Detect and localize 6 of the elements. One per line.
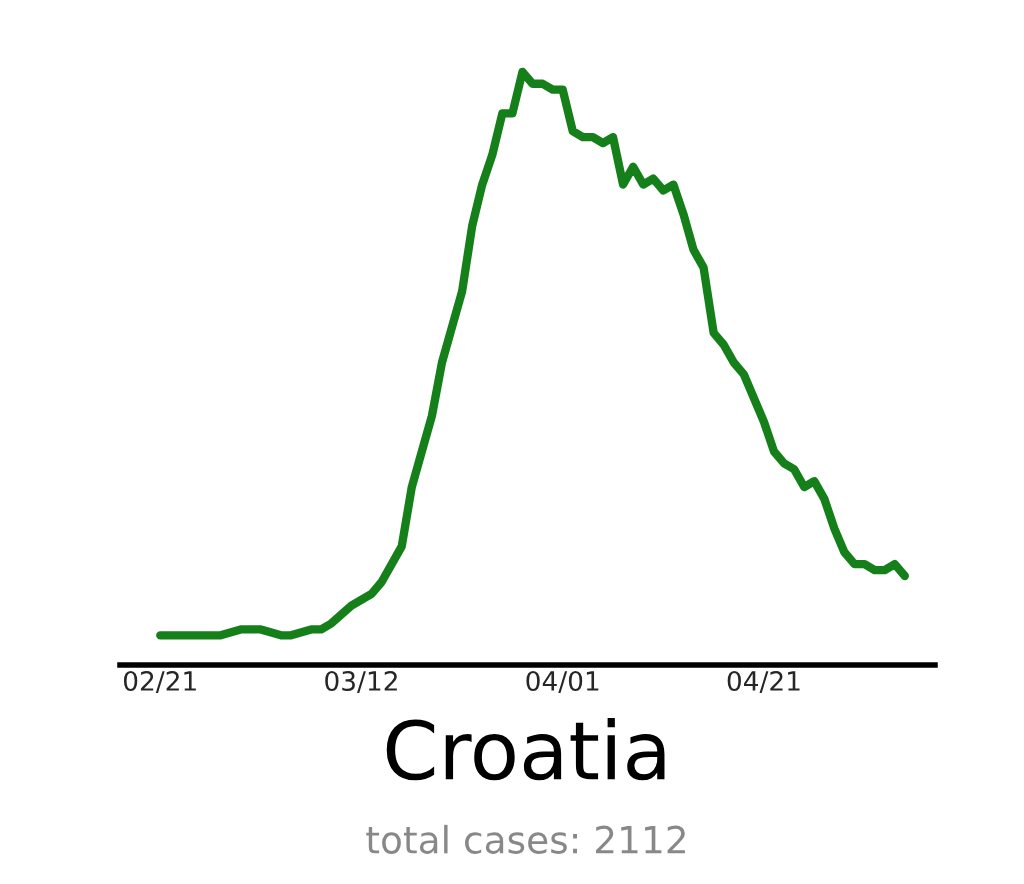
x-tick-label: 04/01 — [526, 671, 599, 694]
x-tick-label: 04/21 — [727, 671, 800, 694]
text: total cases: 2112 — [366, 824, 685, 854]
x-tick-label: 02/21 — [123, 671, 196, 694]
x-tick-label: 03/12 — [325, 671, 397, 694]
text: Croatia — [386, 718, 665, 781]
